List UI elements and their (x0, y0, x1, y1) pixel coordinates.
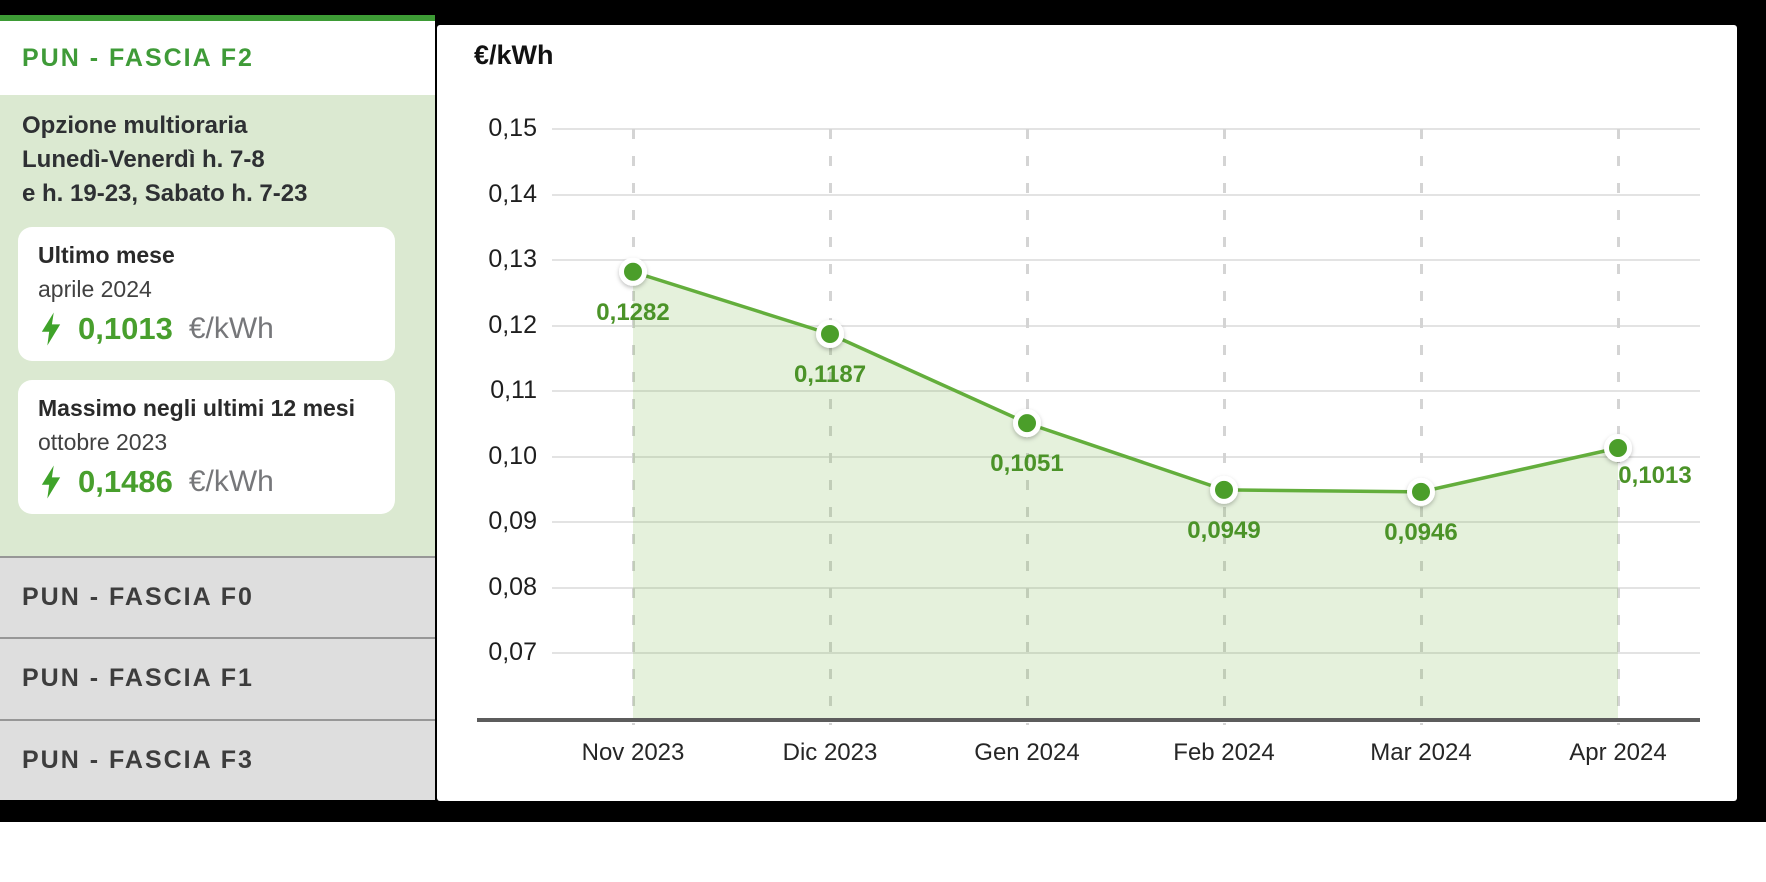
x-axis-tick-label: Nov 2023 (581, 739, 685, 766)
data-point-marker[interactable] (1604, 433, 1632, 462)
lightning-bolt-icon (41, 465, 61, 499)
fascia-f2-description: Opzione multioraria Lunedì-Venerdì h. 7-… (22, 109, 413, 211)
latest-month-value: 0,1013 (78, 311, 173, 346)
max-12-months-period: ottobre 2023 (38, 429, 168, 455)
x-gridline-dashed (1617, 129, 1620, 725)
y-gridline (552, 193, 1700, 196)
data-point-marker[interactable] (1210, 475, 1238, 504)
tab-fascia-f3-label: PUN - FASCIA F3 (22, 745, 254, 774)
chart-series-svg (619, 257, 1632, 719)
y-axis-tick-label: 0,15 (488, 114, 537, 142)
y-gridline (552, 259, 1700, 261)
tab-fascia-f1-label: PUN - FASCIA F1 (22, 664, 254, 693)
max-12-months-unit: €/kWh (188, 465, 274, 498)
fascia-f2-panel: Opzione multioraria Lunedì-Venerdì h. 7-… (0, 95, 435, 556)
tab-fascia-f3[interactable]: PUN - FASCIA F3 (0, 718, 435, 800)
y-gridline (552, 652, 1700, 654)
data-point-marker[interactable] (1407, 477, 1435, 506)
x-axis-line (477, 718, 1700, 722)
data-point-marker[interactable] (1013, 409, 1041, 438)
y-axis-tick-label: 0,13 (488, 245, 537, 273)
lightning-bolt-icon (41, 312, 61, 346)
y-axis-tick-label: 0,12 (488, 310, 537, 339)
data-point-marker[interactable] (619, 257, 647, 286)
latest-month-card: Ultimo mese aprile 2024 0,1013 €/kWh (18, 227, 395, 361)
data-point-marker[interactable] (816, 320, 844, 349)
y-gridline (552, 128, 1700, 130)
x-axis-tick-label: Feb 2024 (1173, 739, 1275, 766)
chart-unit-title: €/kWh (474, 40, 554, 70)
y-gridline (552, 390, 1700, 392)
x-gridline-dashed (632, 129, 635, 725)
data-point-value-label: 0,1013 (1618, 461, 1692, 489)
x-gridline-dashed (1420, 129, 1423, 725)
data-point-value-label: 0,1282 (596, 298, 670, 326)
description-line-3: e h. 19-23, Sabato h. 7-23 (22, 180, 308, 207)
area-fill (633, 271, 1618, 719)
max-12-months-title: Massimo negli ultimi 12 mesi (38, 395, 355, 421)
x-axis-tick-label: Gen 2024 (974, 739, 1080, 766)
y-gridline (552, 521, 1700, 523)
latest-month-unit: €/kWh (188, 312, 274, 345)
tab-fascia-f0-label: PUN - FASCIA F0 (22, 583, 254, 612)
x-gridline-dashed (1223, 129, 1226, 725)
max-12-months-card: Massimo negli ultimi 12 mesi ottobre 202… (18, 380, 395, 514)
x-axis-tick-label: Dic 2023 (782, 739, 878, 766)
bottom-black-bar (0, 800, 1766, 822)
tab-fascia-f2-label: PUN - FASCIA F2 (22, 43, 254, 72)
pun-f2-line-chart: 0,15 0,14 0,13 0,12 0,11 0,10 0,09 0,08 0,07 Nov … (437, 25, 1737, 801)
data-point-value-label: 0,0946 (1384, 518, 1458, 546)
tab-fascia-f0[interactable]: PUN - FASCIA F0 (0, 556, 435, 638)
description-line-2: Lunedì-Venerdì h. 7-8 (22, 146, 265, 173)
latest-month-value-row: 0,1013 €/kWh (38, 311, 375, 347)
y-axis-tick-label: 0,07 (488, 638, 537, 666)
y-axis-tick-label: 0,14 (488, 179, 537, 208)
max-12-months-value-row: 0,1486 €/kWh (38, 464, 375, 500)
max-12-months-value: 0,1486 (78, 464, 173, 499)
latest-month-period: aprile 2024 (38, 276, 152, 302)
x-axis-tick-label: Apr 2024 (1569, 739, 1667, 766)
y-axis-tick-label: 0,11 (490, 376, 537, 404)
y-axis-tick-label: 0,10 (488, 441, 537, 470)
data-point-value-label: 0,1051 (990, 450, 1064, 478)
y-gridline (552, 324, 1700, 327)
y-axis-tick-label: 0,08 (488, 572, 537, 601)
y-axis-tick-label: 0,09 (488, 507, 537, 535)
data-point-value-label: 0,1187 (793, 361, 867, 388)
data-point-value-label: 0,0949 (1187, 516, 1261, 544)
tab-fascia-f1[interactable]: PUN - FASCIA F1 (0, 637, 435, 719)
chart-card: €/kWh 0,15 0,14 0,13 0,12 0,11 0,10 0,09 0,08 0,… (437, 25, 1737, 801)
sidebar: PUN - FASCIA F2 Opzione multioraria Lune… (0, 15, 435, 800)
tab-fascia-f2-active[interactable]: PUN - FASCIA F2 (0, 15, 435, 95)
description-line-1: Opzione multioraria (22, 112, 248, 139)
x-axis-tick-label: Mar 2024 (1370, 739, 1472, 766)
y-gridline (552, 586, 1700, 589)
x-gridline-dashed (829, 129, 832, 725)
latest-month-title: Ultimo mese (38, 242, 175, 268)
trend-line (632, 270, 1619, 494)
